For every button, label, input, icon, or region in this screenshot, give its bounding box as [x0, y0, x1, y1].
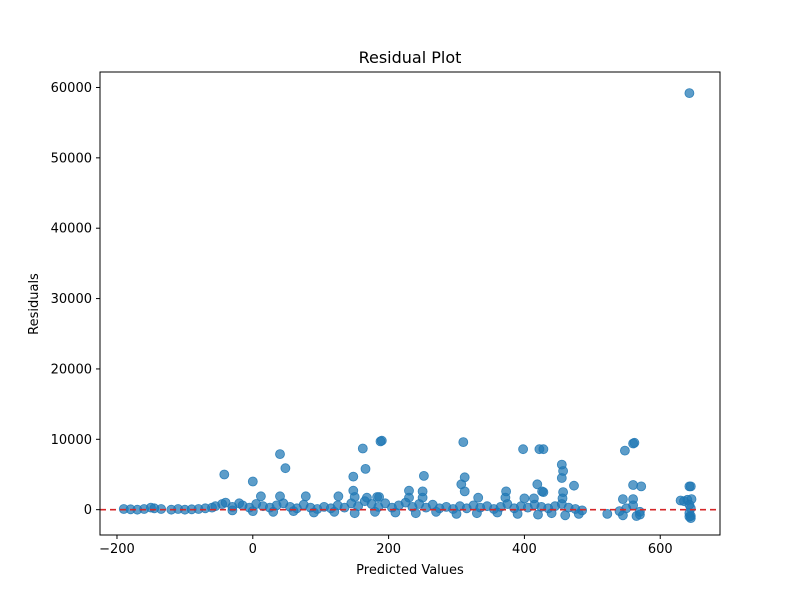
scatter-point — [375, 436, 386, 447]
x-tick-label: −200 — [99, 542, 135, 557]
scatter-point — [620, 445, 630, 456]
y-tick-label: 50000 — [51, 151, 92, 166]
scatter-point — [458, 437, 469, 448]
plot-frame — [99, 71, 721, 536]
scatter-point — [255, 491, 266, 502]
x-tick-label: 0 — [249, 542, 257, 557]
scatter-point — [275, 449, 285, 460]
x-axis-ticks: −200 0 200 400 600 — [99, 535, 673, 557]
scatter-point — [247, 476, 258, 487]
scatter-point — [459, 486, 470, 497]
scatter-point — [569, 480, 579, 491]
scatter-point — [684, 511, 695, 522]
scatter-point — [618, 494, 628, 505]
x-tick-label: 200 — [376, 542, 401, 557]
y-axis-label: Residuals — [27, 273, 42, 335]
scatter-point — [451, 509, 462, 519]
scatter-point — [268, 506, 279, 517]
scatter-point — [329, 506, 340, 517]
y-tick-label: 0 — [84, 503, 92, 518]
scatter-point — [602, 509, 613, 519]
scatter-point — [471, 508, 482, 519]
scatter-point — [473, 492, 484, 503]
y-tick-label: 20000 — [51, 362, 92, 377]
y-tick-label: 60000 — [51, 81, 92, 96]
scatter-point — [247, 506, 258, 517]
scatter-point — [573, 509, 584, 519]
scatter-point — [418, 470, 429, 481]
scatter-point — [518, 444, 528, 455]
scatter-point — [685, 481, 696, 492]
chart-title: Residual Plot — [359, 48, 462, 67]
scatter-point — [635, 509, 645, 520]
scatter-point — [288, 506, 299, 517]
scatter-point — [560, 510, 571, 521]
x-axis-label: Predicted Values — [356, 563, 464, 578]
scatter-point — [533, 509, 543, 520]
scatter-point — [532, 479, 543, 490]
scatter-point — [618, 510, 628, 521]
scatter-point — [348, 471, 359, 482]
y-tick-label: 10000 — [51, 433, 92, 448]
y-axis-ticks: 0 10000 20000 30000 40000 50000 60000 — [51, 81, 100, 518]
scatter-point — [628, 480, 638, 490]
points-layer — [118, 88, 697, 523]
scatter-point — [360, 463, 371, 474]
x-tick-label: 400 — [512, 542, 537, 557]
scatter-point — [357, 443, 368, 454]
scatter-point — [685, 503, 696, 514]
scatter-point — [300, 491, 311, 502]
scatter-point — [431, 506, 442, 517]
scatter-point — [538, 444, 549, 455]
scatter-point — [512, 509, 523, 519]
scatter-point — [410, 508, 421, 519]
scatter-point — [684, 88, 695, 98]
scatter-point — [349, 508, 360, 519]
scatter-point — [333, 491, 344, 502]
scatter-point — [628, 438, 638, 449]
scatter-point — [374, 492, 385, 502]
scatter-point — [546, 508, 557, 519]
x-tick-label: 600 — [648, 542, 673, 557]
scatter-point — [636, 481, 647, 492]
y-tick-label: 30000 — [51, 292, 92, 307]
scatter-point — [219, 469, 230, 480]
scatter-point — [370, 506, 380, 517]
scatter-point — [556, 473, 567, 483]
scatter-point — [538, 487, 549, 498]
y-tick-label: 40000 — [51, 222, 92, 237]
scatter-point — [280, 463, 291, 474]
